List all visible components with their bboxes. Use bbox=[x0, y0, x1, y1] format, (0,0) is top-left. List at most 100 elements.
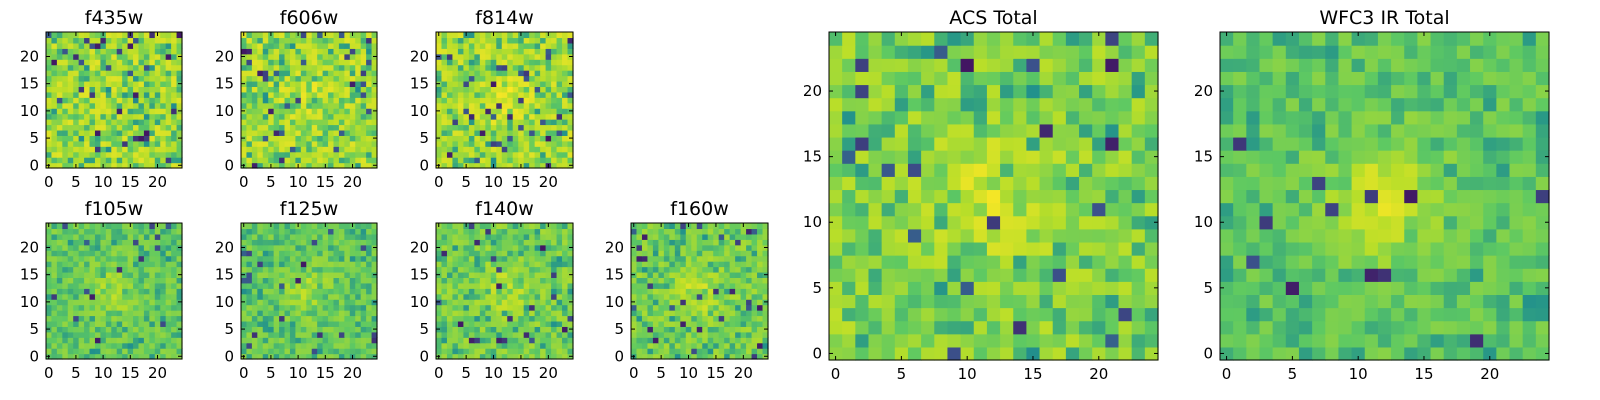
heatmap-cell bbox=[507, 228, 514, 235]
heatmap-cell bbox=[322, 244, 329, 251]
heatmap-cell bbox=[246, 326, 253, 333]
heatmap-cell bbox=[463, 91, 470, 98]
heatmap-cell bbox=[78, 320, 85, 327]
heatmap-cell bbox=[562, 288, 569, 295]
heatmap-cell bbox=[67, 151, 74, 158]
heatmap-cell bbox=[740, 277, 747, 284]
heatmap-cell bbox=[463, 239, 470, 246]
heatmap-cell bbox=[284, 250, 291, 257]
heatmap-cell bbox=[540, 250, 547, 257]
heatmap-cell bbox=[154, 250, 161, 257]
heatmap-cell bbox=[446, 140, 454, 147]
heatmap-cell bbox=[165, 342, 172, 349]
heatmap-cell bbox=[545, 129, 552, 136]
y-tick-label: 10 bbox=[215, 102, 234, 120]
heatmap-cell bbox=[534, 293, 541, 300]
heatmap-cell bbox=[328, 223, 335, 230]
heatmap-cell bbox=[674, 310, 681, 317]
heatmap-cell bbox=[268, 48, 275, 55]
heatmap-cell bbox=[474, 331, 481, 338]
heatmap-cell bbox=[257, 119, 264, 126]
heatmap-cell bbox=[652, 331, 659, 338]
heatmap-cell bbox=[143, 91, 150, 98]
heatmap-cell bbox=[284, 70, 291, 77]
heatmap-cell bbox=[56, 223, 63, 230]
heatmap-cell bbox=[501, 320, 508, 327]
heatmap-cell bbox=[457, 348, 464, 355]
heatmap-cell bbox=[474, 239, 481, 246]
heatmap-cell bbox=[496, 146, 503, 153]
heatmap-cell bbox=[740, 310, 747, 317]
heatmap-cell bbox=[501, 129, 508, 136]
heatmap-cell bbox=[127, 304, 134, 311]
heatmap-cell bbox=[485, 64, 492, 71]
heatmap-cell bbox=[556, 326, 563, 333]
heatmap-cell bbox=[56, 135, 63, 142]
heatmap-cell bbox=[262, 310, 269, 317]
heatmap-cell bbox=[338, 271, 345, 278]
heatmap-cell bbox=[729, 266, 736, 273]
y-tick-label: 0 bbox=[29, 156, 39, 174]
heatmap-cell bbox=[279, 59, 286, 66]
heatmap-cell bbox=[658, 255, 665, 262]
heatmap-cell bbox=[1144, 176, 1159, 191]
heatmap-cell bbox=[257, 53, 264, 60]
heatmap-cell bbox=[842, 255, 856, 269]
heatmap-cell bbox=[246, 48, 253, 55]
heatmap-cell bbox=[78, 124, 85, 131]
heatmap-cell bbox=[518, 119, 525, 126]
heatmap-cell bbox=[463, 135, 470, 142]
heatmap-cell bbox=[257, 64, 264, 71]
heatmap-cell bbox=[251, 223, 258, 230]
heatmap-cell bbox=[111, 315, 118, 322]
heatmap-cell bbox=[751, 228, 758, 235]
heatmap-cell bbox=[436, 146, 443, 153]
heatmap-cell bbox=[133, 97, 140, 104]
heatmap-cell bbox=[545, 326, 552, 333]
heatmap-cell bbox=[724, 271, 731, 278]
heatmap-cell bbox=[279, 48, 286, 55]
heatmap-cell bbox=[540, 233, 547, 240]
heatmap-cell bbox=[284, 129, 291, 136]
heatmap-cell bbox=[78, 151, 85, 158]
heatmap-cell bbox=[105, 326, 112, 333]
heatmap-cell bbox=[46, 113, 53, 120]
heatmap-cell bbox=[973, 294, 988, 309]
heatmap-cell bbox=[1026, 176, 1041, 191]
heatmap-cell bbox=[89, 299, 96, 306]
heatmap-cell bbox=[279, 342, 286, 349]
heatmap-cell bbox=[138, 80, 145, 87]
heatmap-cell bbox=[84, 228, 91, 235]
heatmap-cell bbox=[100, 282, 107, 289]
heatmap-cell bbox=[474, 108, 481, 115]
heatmap-cell bbox=[663, 261, 670, 268]
heatmap-cell bbox=[468, 64, 475, 71]
heatmap-cell bbox=[333, 331, 340, 338]
heatmap-cell bbox=[371, 86, 378, 93]
heatmap-cell bbox=[338, 64, 345, 71]
heatmap-cell bbox=[160, 250, 167, 257]
heatmap-cell bbox=[496, 348, 503, 355]
heatmap-cell bbox=[485, 250, 492, 257]
heatmap-cell bbox=[842, 268, 856, 282]
heatmap-cell bbox=[718, 320, 725, 327]
heatmap-cell bbox=[344, 135, 351, 142]
heatmap-cell bbox=[496, 140, 503, 147]
heatmap-cell bbox=[894, 189, 909, 204]
heatmap-cell bbox=[268, 244, 275, 251]
heatmap-cell bbox=[73, 157, 80, 164]
heatmap-cell bbox=[143, 250, 150, 257]
heatmap-cell bbox=[947, 241, 962, 256]
heatmap-cell bbox=[641, 326, 649, 333]
heatmap-cell bbox=[133, 124, 140, 131]
heatmap-cell bbox=[474, 124, 481, 131]
heatmap-cell bbox=[171, 337, 178, 344]
heatmap-cell bbox=[452, 75, 459, 82]
heatmap-cell bbox=[317, 353, 324, 360]
heatmap-cell bbox=[165, 119, 172, 126]
heatmap-cell bbox=[762, 293, 769, 300]
heatmap-cell bbox=[94, 342, 101, 349]
heatmap-cell bbox=[251, 277, 258, 284]
heatmap-cell bbox=[360, 277, 367, 284]
heatmap-cell bbox=[105, 244, 112, 251]
